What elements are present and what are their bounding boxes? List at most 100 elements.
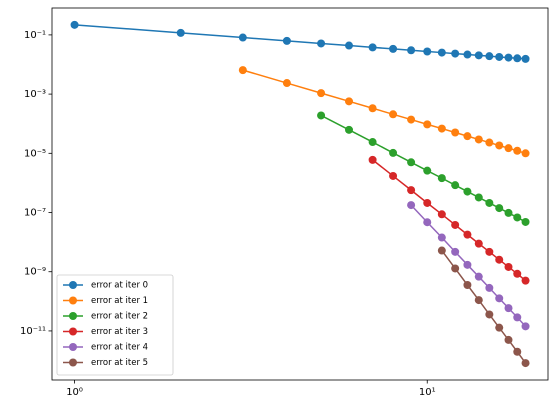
plot-frame <box>51 7 549 381</box>
data-point <box>504 335 513 344</box>
data-point <box>504 262 513 271</box>
y-tick-label: 10⁻⁵ <box>24 148 46 159</box>
x-tick-label: 10⁰ <box>66 387 83 398</box>
data-point <box>495 294 504 303</box>
data-point <box>463 132 472 141</box>
data-point <box>317 89 326 98</box>
data-point <box>521 322 530 331</box>
data-point <box>485 310 494 319</box>
data-point <box>504 208 513 217</box>
data-point <box>463 260 472 269</box>
data-point <box>423 47 432 56</box>
data-point <box>474 193 483 202</box>
data-point <box>389 44 398 53</box>
legend-label: error at iter 3 <box>91 327 148 337</box>
data-point <box>485 283 494 292</box>
data-point <box>485 52 494 61</box>
data-point <box>368 155 377 164</box>
data-point <box>423 166 432 175</box>
data-point <box>368 43 377 52</box>
data-point <box>389 110 398 119</box>
data-point <box>504 304 513 313</box>
data-point <box>423 218 432 227</box>
data-point <box>513 347 522 356</box>
legend-label: error at iter 2 <box>91 312 148 322</box>
data-point <box>474 296 483 305</box>
data-point <box>368 104 377 113</box>
legend-label: error at iter 5 <box>91 358 148 368</box>
data-point <box>423 120 432 129</box>
data-point <box>463 50 472 59</box>
legend-marker <box>69 312 77 320</box>
y-tick-label: 10⁻³ <box>24 89 46 100</box>
data-point <box>485 247 494 256</box>
data-point <box>451 264 460 273</box>
data-point <box>282 36 291 45</box>
data-point <box>317 111 326 120</box>
data-point <box>495 141 504 150</box>
data-point <box>437 124 446 133</box>
data-point <box>521 54 530 63</box>
data-point <box>407 201 416 210</box>
y-tick-label: 10⁻¹¹ <box>20 326 46 337</box>
data-point <box>344 97 353 106</box>
data-point <box>437 246 446 255</box>
data-point <box>474 239 483 248</box>
data-point <box>317 39 326 48</box>
data-point <box>495 323 504 332</box>
data-point <box>407 186 416 195</box>
data-point <box>407 115 416 124</box>
data-point <box>521 359 530 368</box>
data-point <box>463 187 472 196</box>
data-point <box>513 313 522 322</box>
data-point <box>463 281 472 290</box>
data-point <box>70 20 79 29</box>
data-point <box>368 138 377 147</box>
data-point <box>451 49 460 58</box>
data-point <box>176 28 185 37</box>
data-point <box>389 148 398 157</box>
data-point <box>474 272 483 281</box>
data-point <box>521 217 530 226</box>
data-point <box>485 198 494 207</box>
y-tick-label: 10⁻⁹ <box>24 267 46 278</box>
data-point <box>495 255 504 264</box>
data-point <box>513 146 522 155</box>
data-point <box>463 230 472 239</box>
data-point <box>344 125 353 134</box>
legend-marker <box>69 358 77 367</box>
y-tick-label: 10⁻⁷ <box>24 208 46 219</box>
x-tick-label: 10¹ <box>419 387 436 398</box>
data-point <box>238 66 247 75</box>
data-point <box>451 128 460 137</box>
data-point <box>407 158 416 167</box>
data-point <box>451 181 460 190</box>
data-point <box>495 204 504 213</box>
data-point <box>437 210 446 219</box>
legend-label: error at iter 4 <box>91 343 148 353</box>
legend-marker <box>69 296 77 305</box>
legend-marker <box>69 281 77 289</box>
legend-box <box>56 274 174 376</box>
data-point <box>513 54 522 63</box>
data-point <box>451 247 460 256</box>
data-point <box>521 149 530 158</box>
data-point <box>423 198 432 207</box>
legend-label: error at iter 1 <box>91 296 148 306</box>
data-point <box>474 135 483 144</box>
data-point <box>504 144 513 153</box>
data-point <box>437 174 446 183</box>
y-tick-label: 10⁻¹ <box>24 30 46 41</box>
legend-marker <box>69 327 77 336</box>
data-point <box>437 48 446 57</box>
data-point <box>451 220 460 229</box>
legend-marker <box>69 343 77 351</box>
data-point <box>485 138 494 147</box>
data-point <box>389 171 398 180</box>
data-point <box>238 33 247 42</box>
legend-label: error at iter 0 <box>91 281 148 291</box>
data-point <box>474 51 483 60</box>
data-point <box>504 53 513 62</box>
data-point <box>437 233 446 242</box>
